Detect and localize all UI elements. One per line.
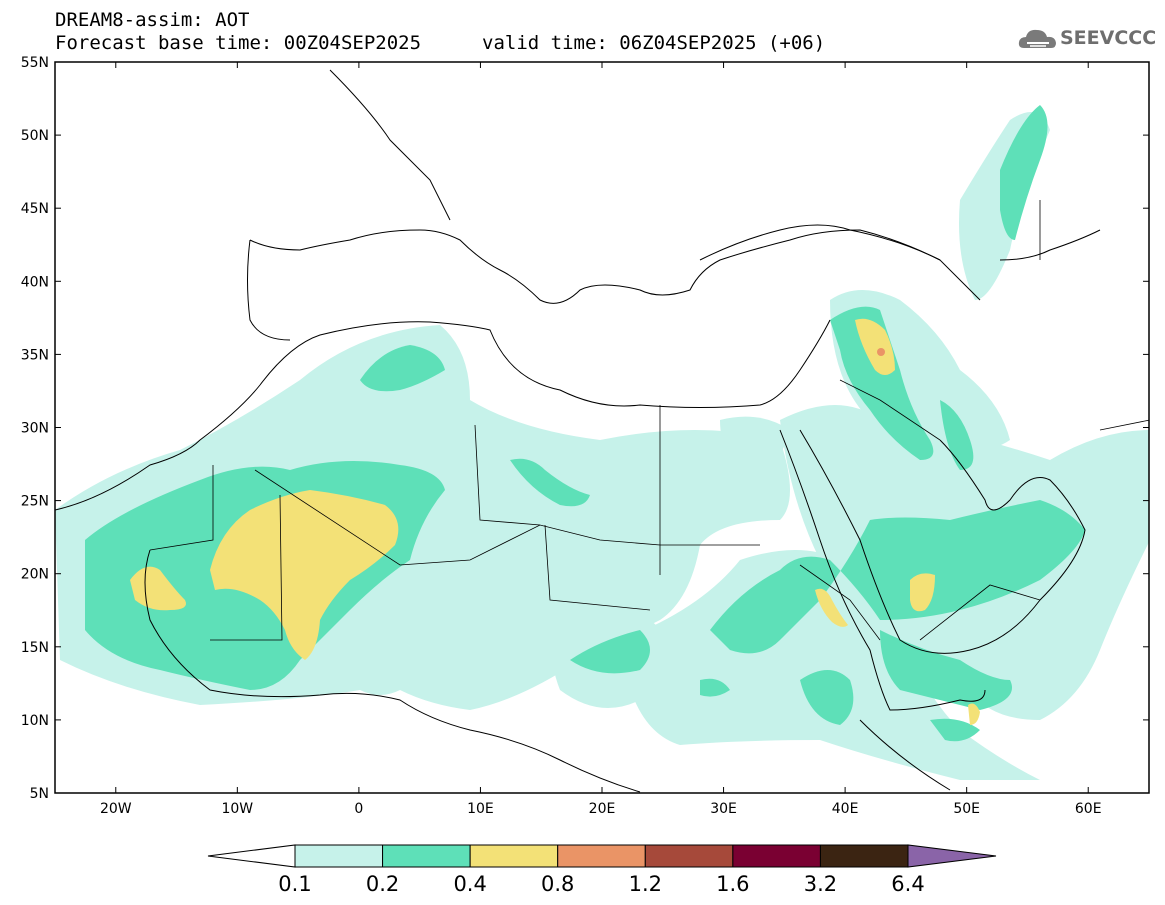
colorbar-label: 0.1 [278, 872, 311, 896]
colorbar-under-arrow [207, 844, 296, 868]
colorbar-label: 1.2 [629, 872, 662, 896]
colorbar-label: 1.6 [716, 872, 749, 896]
colorbar-swatch [469, 844, 559, 868]
lon-tick-label: 0 [354, 801, 363, 817]
lat-tick-label: 40N [21, 274, 49, 290]
colorbar-swatch [557, 844, 646, 868]
lon-tick-label: 40E [832, 801, 859, 817]
lon-tick-label: 30E [710, 801, 737, 817]
seevccc-logo: SEEVCCC [1018, 24, 1158, 56]
lat-tick-label: 50N [21, 128, 49, 144]
colorbar-swatch [294, 844, 384, 868]
aot-band-0.8 [877, 348, 885, 356]
colorbar-swatch [644, 844, 734, 868]
lat-tick-label: 45N [21, 201, 49, 217]
aot-band-0.4 [130, 318, 980, 725]
lat-tick-label: 10N [21, 713, 49, 729]
valid-time: valid time: 06Z04SEP2025 (+06) [482, 32, 826, 54]
colorbar-over-arrow [907, 844, 997, 868]
lon-tick-label: 20W [100, 801, 132, 817]
chart-title: DREAM8-assim: AOT [55, 9, 250, 31]
lon-tick-label: 50E [953, 801, 980, 817]
colorbar-swatch [732, 844, 821, 868]
coastlines [55, 69, 1101, 793]
lon-tick-label: 20E [589, 801, 616, 817]
colorbar-label: 0.4 [453, 872, 486, 896]
colorbar-label: 0.8 [541, 872, 574, 896]
lat-tick-label: 25N [21, 494, 49, 510]
colorbar-swatch [819, 844, 909, 868]
lat-tick-label: 35N [21, 347, 49, 363]
colorbar-label: 6.4 [891, 872, 924, 896]
colorbar-swatch [382, 844, 471, 868]
colorbar-label: 3.2 [804, 872, 837, 896]
lon-tick-label: 60E [1075, 801, 1102, 817]
colorbar: 0.1 0.2 0.4 0.8 1.2 1.6 3.2 6.4 [207, 844, 997, 896]
aot-contours [55, 105, 1149, 780]
lat-tick-label: 15N [21, 640, 49, 656]
lat-tick-label: 55N [21, 55, 49, 71]
country-borders [149, 200, 1149, 641]
logo-text: SEEVCCC [1060, 27, 1157, 49]
lat-tick-label: 5N [30, 786, 49, 802]
cloud-icon [1018, 29, 1056, 48]
latitude-axis: 55N 50N 45N 40N 35N 30N 25N 20N 15N 10N 5N [21, 55, 1149, 802]
lat-tick-label: 30N [21, 421, 49, 437]
lon-tick-label: 10W [221, 801, 253, 817]
longitude-axis: 20W 10W 0 10E 20E 30E 40E 50E 60E [100, 62, 1102, 817]
lon-tick-label: 10E [467, 801, 494, 817]
forecast-base-time: Forecast base time: 00Z04SEP2025 [55, 32, 422, 54]
colorbar-label: 0.2 [366, 872, 399, 896]
lat-tick-label: 20N [21, 567, 49, 583]
